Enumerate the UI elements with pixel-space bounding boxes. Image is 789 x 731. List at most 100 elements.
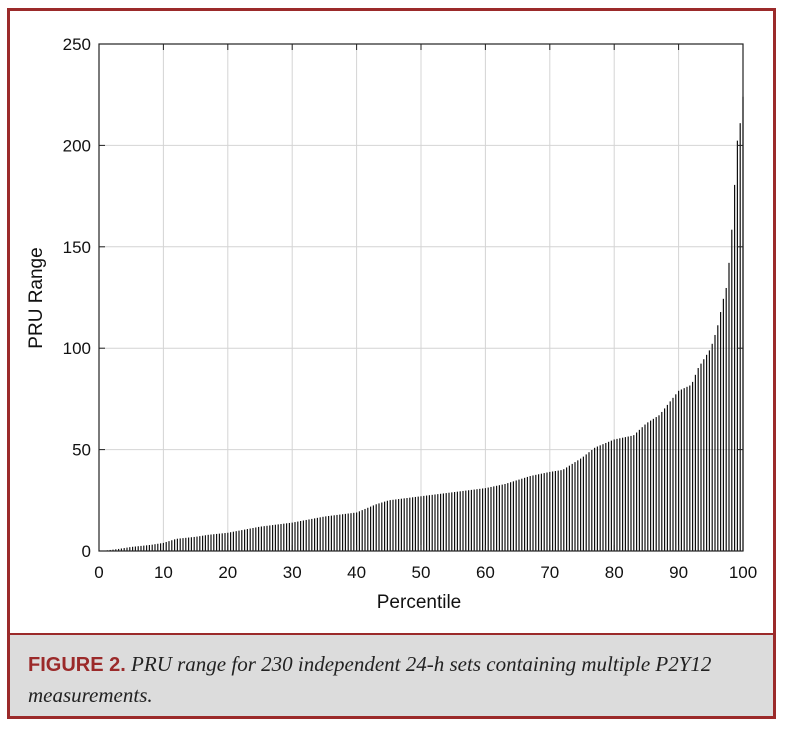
bar	[675, 394, 677, 551]
bar	[468, 490, 470, 551]
bar	[207, 534, 209, 551]
gridlines	[99, 44, 743, 551]
bar	[199, 536, 201, 551]
bar	[624, 437, 626, 551]
bar	[241, 530, 243, 551]
bar	[300, 521, 302, 551]
bar	[456, 491, 458, 551]
bar	[552, 471, 554, 551]
figure-caption: FIGURE 2. PRU range for 230 independent …	[10, 633, 773, 716]
bar	[717, 325, 719, 551]
bar	[266, 525, 268, 551]
bar	[384, 501, 386, 551]
bar	[244, 529, 246, 551]
x-tick-label: 20	[218, 563, 237, 582]
bar	[406, 498, 408, 551]
bar	[227, 532, 229, 551]
bar	[193, 536, 195, 551]
bar	[585, 454, 587, 551]
bar	[473, 489, 475, 551]
bar	[146, 545, 148, 551]
bar	[288, 522, 290, 551]
bar	[364, 508, 366, 551]
bar	[521, 478, 523, 551]
x-axis-label: Percentile	[377, 592, 462, 613]
y-tick-label: 250	[63, 35, 91, 54]
bar	[476, 489, 478, 551]
bar	[638, 429, 640, 551]
bar	[470, 489, 472, 551]
bar	[137, 546, 139, 551]
bar	[498, 485, 500, 551]
bar	[286, 523, 288, 551]
bar	[689, 385, 691, 551]
bar	[252, 527, 254, 551]
y-tick-label: 50	[72, 441, 91, 460]
bar	[202, 535, 204, 551]
bar	[507, 483, 509, 551]
x-tick-label: 100	[729, 563, 757, 582]
bar	[739, 123, 741, 551]
bar	[179, 538, 181, 551]
bar	[538, 474, 540, 551]
bar	[174, 539, 176, 551]
bar	[339, 514, 341, 551]
y-tick-label: 200	[63, 136, 91, 155]
bar	[151, 544, 153, 551]
y-tick-labels: 0 50 100 150 200 250	[63, 35, 91, 561]
bar	[647, 422, 649, 551]
chart-area: 0 50 100 150 200 250 0 10 20 30 40 50 60 70 80 90 100 P…	[10, 11, 773, 633]
bar	[372, 505, 374, 551]
bar	[650, 420, 652, 551]
bar	[599, 445, 601, 551]
bar	[655, 417, 657, 551]
bar	[532, 475, 534, 551]
bar	[238, 530, 240, 551]
bar	[563, 469, 565, 551]
bar	[325, 516, 327, 551]
bar	[602, 444, 604, 551]
bar	[568, 465, 570, 551]
bar	[736, 140, 738, 551]
bar	[333, 515, 335, 551]
bar	[255, 527, 257, 551]
x-tick-label: 40	[347, 563, 366, 582]
bar	[367, 507, 369, 551]
bar	[258, 526, 260, 551]
bar	[274, 524, 276, 551]
bar	[711, 343, 713, 551]
bar	[560, 470, 562, 551]
x-tick-label: 60	[476, 563, 495, 582]
bar	[644, 424, 646, 551]
bar	[588, 452, 590, 551]
bar	[524, 477, 526, 551]
bar	[596, 446, 598, 551]
bar	[308, 519, 310, 551]
bar	[423, 495, 425, 551]
bar	[454, 492, 456, 551]
bar	[154, 544, 156, 551]
bar	[462, 490, 464, 551]
bar	[577, 460, 579, 551]
bar	[496, 485, 498, 551]
bar	[610, 440, 612, 551]
bar	[185, 537, 187, 551]
bar	[378, 503, 380, 551]
y-tick-label: 0	[82, 542, 91, 561]
bar	[392, 499, 394, 551]
bar	[549, 471, 551, 551]
bar	[619, 438, 621, 551]
bar	[487, 487, 489, 551]
x-tick-label: 70	[540, 563, 559, 582]
bar	[176, 538, 178, 551]
x-tick-label: 10	[154, 563, 173, 582]
bar	[249, 528, 251, 551]
bars	[101, 96, 744, 551]
bar	[557, 470, 559, 551]
bar	[451, 492, 453, 551]
bar	[361, 510, 363, 551]
bar	[344, 513, 346, 551]
bar	[148, 545, 150, 551]
bar	[445, 493, 447, 551]
bar	[608, 441, 610, 551]
